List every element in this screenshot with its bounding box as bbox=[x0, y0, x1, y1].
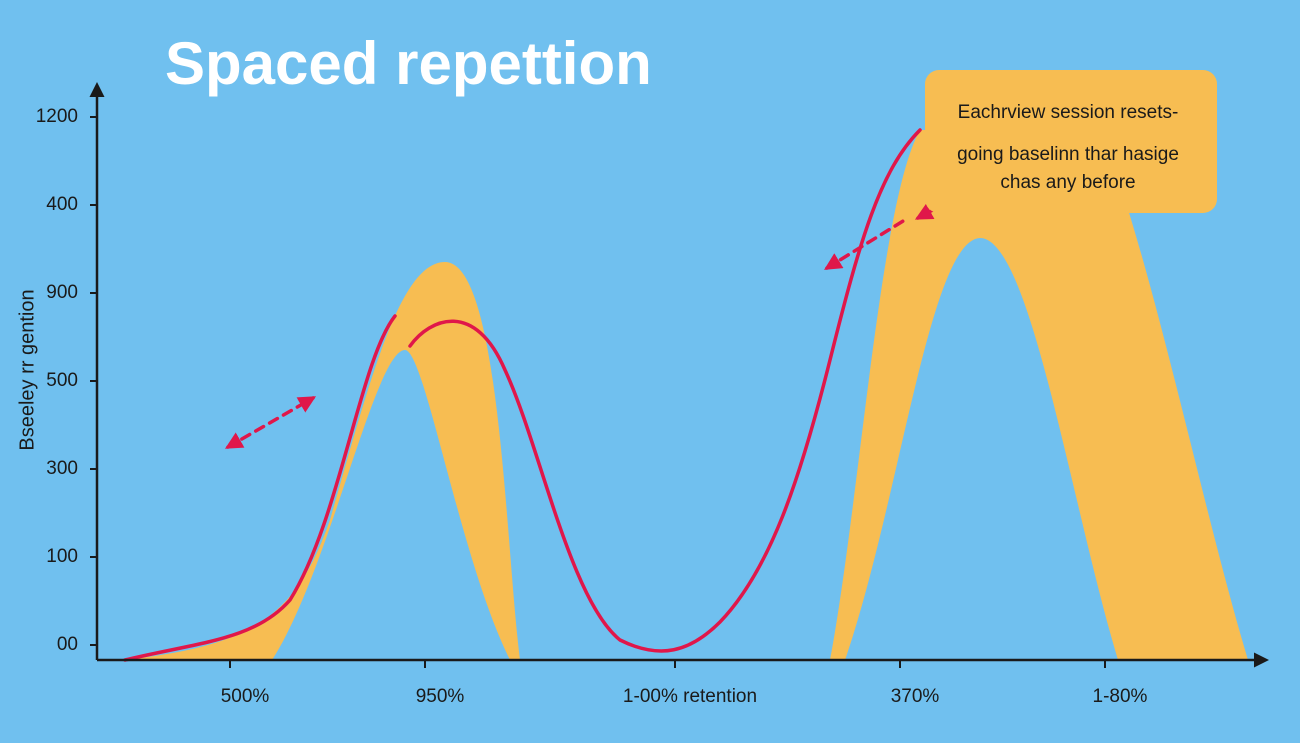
y-tick-label: 900 bbox=[46, 282, 78, 303]
annotation-line: going baselinn thar hasige bbox=[957, 144, 1179, 165]
axes bbox=[89, 82, 1269, 668]
y-tick-label: 400 bbox=[46, 194, 78, 215]
yellow-bands bbox=[125, 130, 1248, 660]
y-axis-label: Bseeley rr gention bbox=[16, 289, 38, 450]
y-tick-label: 500 bbox=[46, 370, 78, 391]
curve bbox=[123, 128, 977, 662]
annotation-line: Eachrview session resets- bbox=[958, 102, 1179, 123]
title: Spaced repettion bbox=[165, 30, 652, 97]
arrow-left bbox=[224, 396, 317, 449]
arrow-right bbox=[824, 216, 910, 270]
annotation-box bbox=[925, 70, 1217, 213]
x-tick-label: 500% bbox=[221, 686, 270, 707]
x-tick-label: 1-00% retention bbox=[623, 686, 757, 707]
band-left-hole bbox=[272, 350, 510, 660]
y-tick-label: 100 bbox=[46, 546, 78, 567]
y-tick-label: 1200 bbox=[36, 106, 78, 127]
x-tick-label: 370% bbox=[891, 686, 940, 707]
x-tick-label: 950% bbox=[416, 686, 465, 707]
band-right-hole bbox=[845, 238, 1118, 660]
y-tick-label: 300 bbox=[46, 458, 78, 479]
y-tick-label: 00 bbox=[57, 634, 78, 655]
annotation-line: chas any before bbox=[1000, 172, 1135, 193]
curve-main bbox=[408, 128, 922, 653]
x-tick-label: 1-80% bbox=[1093, 686, 1148, 707]
labels: 1200 400 900 500 300 100 00 500% 950% 1-00% reten… bbox=[36, 102, 1179, 707]
curve-rise bbox=[123, 314, 397, 662]
